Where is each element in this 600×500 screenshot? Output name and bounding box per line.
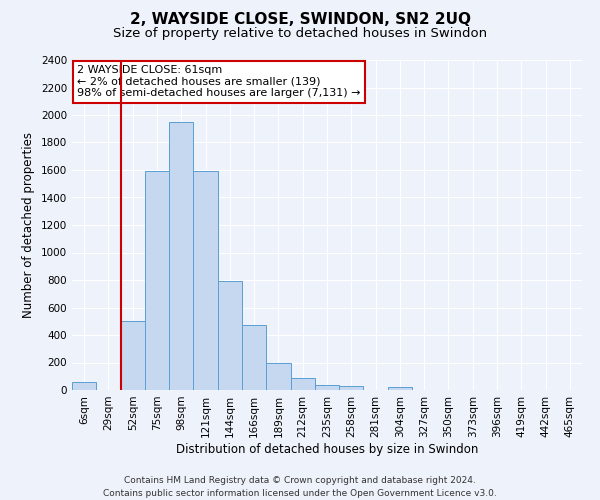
Bar — [266, 363, 290, 390]
Y-axis label: Number of detached properties: Number of detached properties — [22, 132, 35, 318]
Bar — [218, 282, 242, 390]
Bar — [339, 386, 364, 390]
Bar — [290, 378, 315, 390]
Bar — [169, 122, 193, 390]
Text: 2, WAYSIDE CLOSE, SWINDON, SN2 2UQ: 2, WAYSIDE CLOSE, SWINDON, SN2 2UQ — [130, 12, 470, 28]
Bar — [72, 382, 96, 390]
Bar — [315, 385, 339, 390]
Text: Contains HM Land Registry data © Crown copyright and database right 2024.
Contai: Contains HM Land Registry data © Crown c… — [103, 476, 497, 498]
Text: Size of property relative to detached houses in Swindon: Size of property relative to detached ho… — [113, 28, 487, 40]
Bar — [121, 322, 145, 390]
Bar — [193, 172, 218, 390]
Text: 2 WAYSIDE CLOSE: 61sqm
← 2% of detached houses are smaller (139)
98% of semi-det: 2 WAYSIDE CLOSE: 61sqm ← 2% of detached … — [77, 65, 361, 98]
X-axis label: Distribution of detached houses by size in Swindon: Distribution of detached houses by size … — [176, 442, 478, 456]
Bar — [145, 172, 169, 390]
Bar — [388, 386, 412, 390]
Bar — [242, 326, 266, 390]
